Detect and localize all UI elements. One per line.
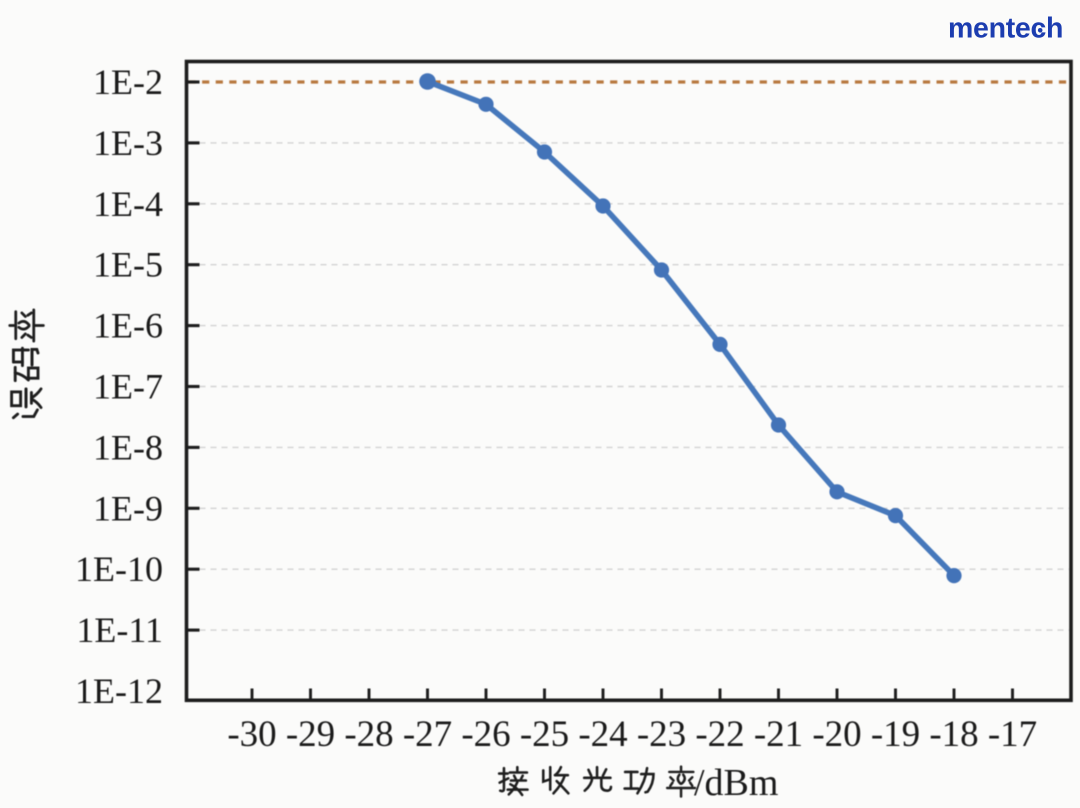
svg-text:-17: -17 <box>988 714 1037 755</box>
svg-text:-21: -21 <box>754 714 803 755</box>
svg-text:1E-6: 1E-6 <box>93 306 163 346</box>
svg-text:-28: -28 <box>344 714 393 755</box>
svg-text:-27: -27 <box>403 714 452 755</box>
svg-text:-20: -20 <box>812 714 861 755</box>
svg-text:1E-11: 1E-11 <box>76 610 163 650</box>
svg-text:-26: -26 <box>461 714 510 755</box>
svg-text:/dBm: /dBm <box>694 762 778 804</box>
svg-text:-29: -29 <box>286 714 335 755</box>
svg-text:-18: -18 <box>929 714 978 755</box>
svg-text:1E-4: 1E-4 <box>93 184 163 224</box>
svg-text:1E-3: 1E-3 <box>93 123 163 163</box>
svg-text:1E-12: 1E-12 <box>75 671 163 711</box>
svg-text:-22: -22 <box>695 714 744 755</box>
svg-text:1E-9: 1E-9 <box>93 488 163 528</box>
svg-text:1E-8: 1E-8 <box>93 427 163 467</box>
svg-text:1E-7: 1E-7 <box>93 367 163 407</box>
svg-text:-24: -24 <box>578 714 627 755</box>
svg-text:-19: -19 <box>871 714 920 755</box>
svg-text:1E-5: 1E-5 <box>93 245 163 285</box>
svg-text:1E-2: 1E-2 <box>93 62 163 102</box>
svg-text:mentech: mentech <box>948 13 1063 45</box>
svg-text:1E-10: 1E-10 <box>75 549 163 589</box>
svg-text:-23: -23 <box>637 714 686 755</box>
svg-text:-25: -25 <box>520 714 569 755</box>
svg-text:-30: -30 <box>227 714 276 755</box>
